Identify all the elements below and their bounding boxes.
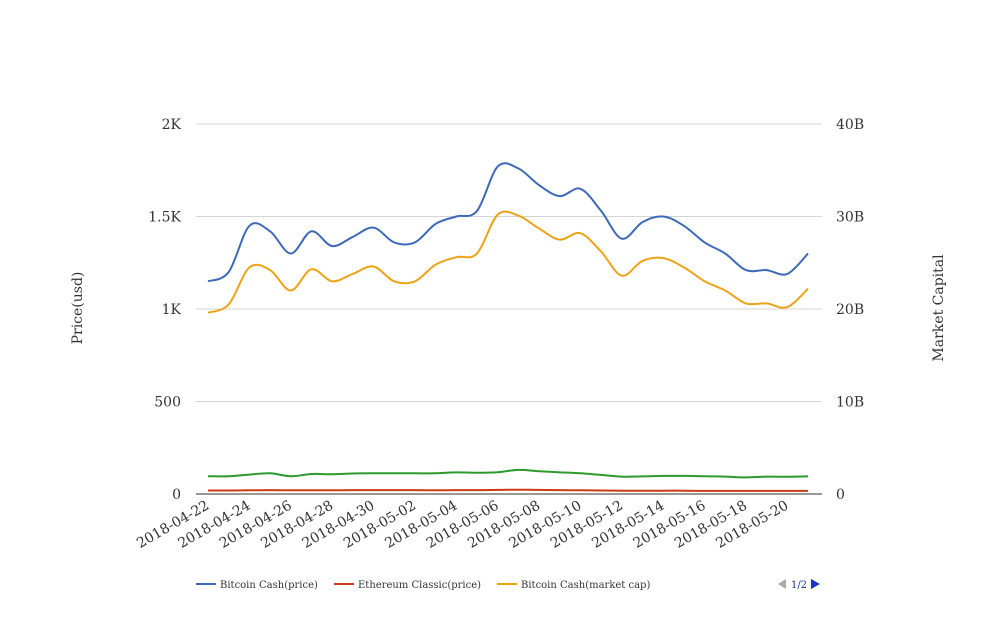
- legend-label: Ethereum Classic(price): [358, 580, 481, 591]
- pager-label: 1/2: [791, 580, 807, 591]
- legend[interactable]: Bitcoin Cash(price) Ethereum Classic(pric…: [196, 580, 650, 591]
- series-line-unlabeled-series: [207, 468, 809, 479]
- y-left-tick-label: 1.5K: [148, 210, 181, 226]
- prev-page-icon[interactable]: [778, 579, 786, 589]
- y-right-tick-label: 10B: [836, 395, 864, 411]
- y-left-tick-label: 0: [172, 487, 181, 503]
- y-right-tick-label: 20B: [836, 302, 864, 318]
- y-left-tick-label: 2K: [162, 117, 182, 133]
- series-line-ethereum-classic-price: [208, 488, 808, 492]
- y-right-tick-label: 0: [836, 487, 845, 503]
- next-page-icon[interactable]: [811, 579, 820, 589]
- y-left-tick-label: 1K: [162, 302, 182, 318]
- legend-pager[interactable]: 1/2: [778, 579, 820, 591]
- legend-item[interactable]: Ethereum Classic(price): [334, 580, 481, 591]
- series-line-bitcoin-cash-market-cap: [207, 210, 809, 314]
- y-right-tick-label: 30B: [836, 210, 864, 226]
- y-left-tick-label: 500: [154, 395, 181, 411]
- legend-item[interactable]: Bitcoin Cash(market cap): [497, 580, 650, 591]
- series-lines: [207, 162, 809, 492]
- legend-label: Bitcoin Cash(market cap): [521, 580, 650, 591]
- y-axis-right-title: Market Capital: [931, 254, 947, 362]
- gridlines: [196, 123, 822, 495]
- y-right-tick-label: 40B: [836, 117, 864, 133]
- y-axis-left-title: Price(usd): [70, 272, 86, 345]
- legend-label: Bitcoin Cash(price): [220, 580, 318, 591]
- series-line-bitcoin-cash-price: [207, 162, 809, 283]
- legend-item[interactable]: Bitcoin Cash(price): [196, 580, 318, 591]
